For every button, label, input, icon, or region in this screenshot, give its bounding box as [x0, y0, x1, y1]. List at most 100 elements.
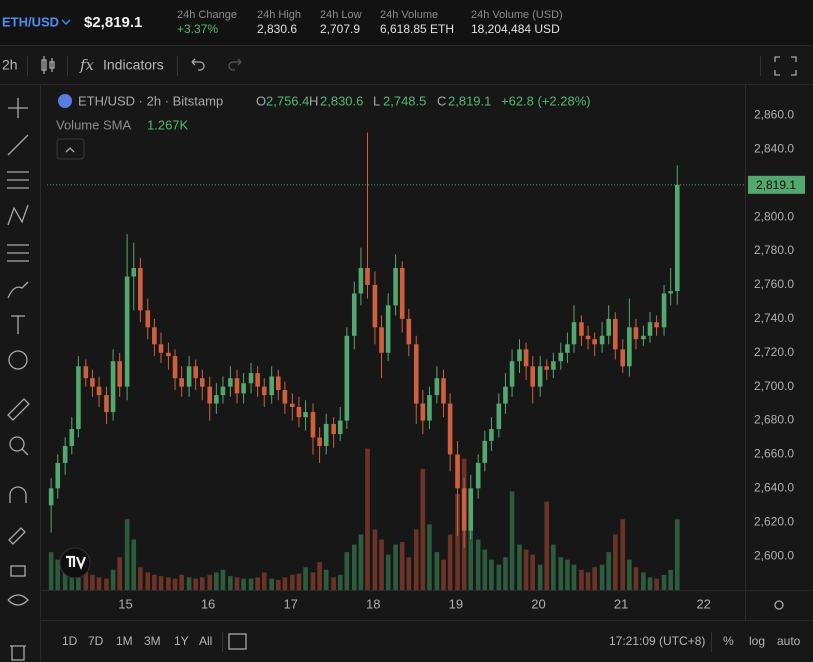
magnet-tool[interactable] [9, 486, 27, 503]
percent-toggle[interactable]: % [723, 634, 734, 648]
undo-icon[interactable] [191, 58, 205, 71]
candle-body [337, 420, 343, 435]
range-button[interactable]: 1Y [174, 634, 189, 648]
candle-body [633, 327, 639, 340]
volume-bar [509, 491, 515, 590]
dropdown-icon[interactable] [61, 19, 71, 25]
brush-tool[interactable] [7, 281, 29, 299]
log-toggle[interactable]: log [749, 634, 765, 648]
range-button[interactable]: 3M [144, 634, 161, 648]
candle-body [523, 349, 529, 367]
volume-bar [282, 577, 288, 590]
candle-body [461, 488, 467, 531]
stat-label: 24h Low [320, 9, 362, 21]
stat-label: 24h Volume [380, 9, 438, 21]
emoji-tool[interactable] [8, 350, 28, 370]
volume-bar [110, 569, 116, 590]
volume-bar [455, 494, 460, 590]
fullscreen-icon[interactable] [774, 56, 797, 76]
trendline-tool[interactable] [7, 134, 29, 156]
stat-value: 18,204,484 USD [471, 22, 560, 36]
symbol: ETH/USD · 2h · Bitstamp [78, 93, 223, 108]
candle-body [585, 335, 591, 340]
last-price-label: 2,819.1 [756, 178, 796, 192]
volume-bar [420, 468, 426, 590]
volume-bar [337, 574, 343, 590]
collapse-button[interactable] [56, 138, 85, 160]
volume-bar [503, 557, 508, 590]
candle-body [220, 386, 226, 396]
range-button[interactable]: 7D [88, 634, 104, 648]
stat-value: 2,830.6 [257, 22, 297, 36]
candle-body [351, 293, 357, 336]
stat-label: 24h High [257, 9, 301, 21]
range-button[interactable]: 1M [116, 634, 133, 648]
volume-bar [551, 544, 556, 590]
candle-body [104, 395, 109, 413]
range-button[interactable]: 1D [62, 634, 78, 648]
trash-tool[interactable] [10, 645, 26, 661]
volume-bar [599, 564, 605, 590]
projection-tool[interactable] [7, 244, 29, 262]
volume-bar [131, 539, 137, 590]
volume-bar [441, 559, 446, 590]
fib-tool[interactable] [7, 171, 29, 189]
volume-bar [310, 572, 316, 590]
candle-body [606, 318, 612, 336]
volume-bar [290, 574, 295, 590]
candle-body [406, 318, 412, 345]
hide-tool[interactable] [7, 594, 29, 606]
candle-body [199, 378, 205, 387]
range-button[interactable]: All [199, 634, 212, 648]
pair[interactable]: ETH/USD [2, 14, 59, 29]
pattern-tool[interactable] [7, 204, 29, 226]
ohlc-value: 2,748.5 [383, 93, 426, 108]
zoom-tool[interactable] [21, 448, 29, 456]
volume-bar [351, 544, 357, 590]
drawing-tools [7, 98, 30, 661]
volume-bar [558, 557, 564, 590]
candle-body [282, 390, 288, 404]
interval[interactable]: 2h [2, 57, 18, 73]
volume-bar [668, 569, 673, 590]
candle-body [579, 322, 584, 336]
fx-icon[interactable]: 𝑓x [79, 56, 95, 74]
lock-tool[interactable] [10, 565, 26, 577]
volume-bar [69, 569, 75, 590]
collapse-icon[interactable] [65, 147, 75, 153]
volume-bar [482, 549, 488, 590]
candle-icon[interactable] [41, 56, 55, 74]
volume-bar [641, 572, 646, 590]
volume-bar [413, 529, 419, 590]
volume-bar [475, 539, 481, 590]
ohlc-value: 2,819.1 [448, 93, 491, 108]
stat-value: 2,707.9 [320, 22, 360, 36]
candle-body [393, 268, 398, 306]
candle-body [647, 322, 653, 336]
candle-body [641, 335, 646, 340]
ruler-tool[interactable] [7, 398, 30, 421]
redo-icon[interactable] [228, 58, 242, 71]
candle-body [234, 378, 240, 394]
indicators[interactable]: Indicators [103, 57, 164, 73]
volume-bar [269, 578, 274, 590]
volume-bar [585, 572, 591, 590]
volume-bar [158, 576, 164, 590]
y-tick-label: 2,600.0 [754, 548, 794, 562]
crosshair-tool[interactable] [8, 98, 28, 118]
auto-toggle[interactable]: auto [777, 634, 801, 648]
volume-bar [124, 519, 130, 590]
tv-logo-mark [66, 555, 87, 570]
y-tick-label: 2,720.0 [754, 345, 794, 359]
candle-body [131, 268, 137, 277]
date-range-icon[interactable] [228, 633, 247, 650]
text-tool[interactable] [11, 315, 25, 334]
ohlc-letter: H [309, 93, 318, 108]
candle-body [537, 366, 543, 387]
volume-bar [661, 574, 667, 590]
lock-draw-tool[interactable] [8, 527, 26, 545]
candle-body [489, 429, 494, 441]
volume-bar [565, 559, 570, 590]
zoom-tool[interactable] [9, 436, 25, 452]
settings-icon[interactable] [774, 600, 784, 610]
